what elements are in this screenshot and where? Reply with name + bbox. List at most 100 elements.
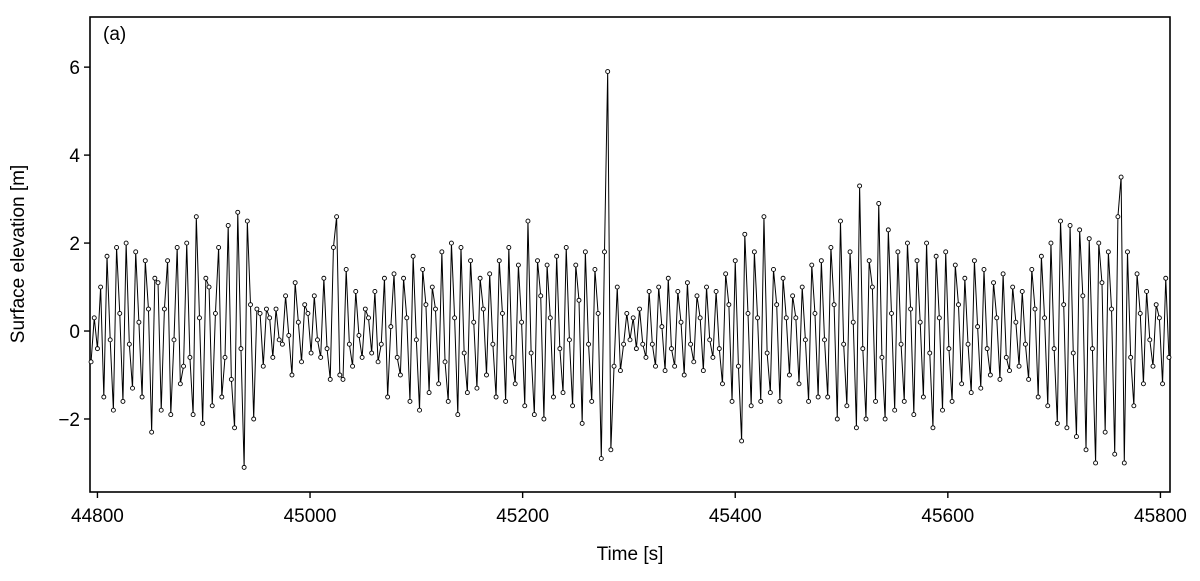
data-point	[745, 310, 751, 316]
data-point	[1010, 284, 1016, 290]
data-point	[1109, 306, 1114, 312]
data-point	[710, 354, 716, 360]
data-point	[570, 403, 576, 409]
data-point	[949, 398, 955, 404]
data-point	[605, 69, 611, 74]
data-point	[755, 315, 761, 321]
data-point	[927, 350, 933, 356]
data-point	[758, 398, 764, 404]
data-point	[146, 306, 151, 312]
data-point	[582, 249, 588, 255]
data-point	[477, 275, 483, 281]
data-point	[1067, 223, 1073, 228]
data-point	[576, 297, 582, 303]
data-point	[889, 310, 894, 316]
data-point	[697, 315, 703, 321]
data-point	[595, 310, 601, 316]
data-point	[193, 214, 199, 220]
data-point	[1035, 394, 1041, 400]
data-point	[315, 337, 320, 343]
data-point	[802, 337, 808, 343]
data-point	[1102, 429, 1108, 435]
data-point	[1074, 434, 1079, 440]
data-point	[853, 425, 859, 431]
data-point	[700, 368, 706, 374]
data-point	[235, 209, 241, 215]
data-point	[273, 306, 279, 312]
data-point	[563, 245, 569, 250]
data-point	[876, 201, 882, 206]
data-point	[656, 284, 662, 290]
data-point	[633, 346, 639, 352]
data-point	[346, 341, 352, 347]
data-point	[91, 315, 97, 321]
data-point	[362, 306, 368, 312]
data-point	[962, 275, 968, 281]
data-point	[1016, 363, 1022, 369]
data-point	[786, 372, 792, 378]
data-point	[487, 271, 493, 277]
data-point	[101, 394, 107, 400]
data-point	[464, 390, 470, 396]
data-point	[286, 332, 292, 338]
data-point	[649, 341, 655, 347]
data-point	[499, 310, 505, 316]
data-point	[669, 346, 674, 352]
data-point	[643, 354, 649, 360]
data-point	[448, 240, 454, 246]
data-point	[512, 381, 518, 387]
data-point	[337, 372, 343, 378]
data-point	[799, 284, 805, 290]
data-point	[602, 249, 607, 255]
data-point	[994, 315, 1000, 321]
data-point	[257, 310, 263, 316]
data-point	[283, 293, 289, 299]
x-tick-label: 45400	[709, 506, 762, 527]
data-point	[735, 363, 741, 369]
data-point	[879, 354, 885, 360]
data-point	[748, 403, 754, 409]
x-tick-label: 45200	[496, 506, 549, 527]
data-point	[704, 284, 709, 290]
data-point	[1032, 306, 1038, 312]
data-point	[468, 258, 474, 264]
data-point	[952, 262, 958, 268]
data-point	[1140, 381, 1146, 387]
data-point	[1070, 350, 1076, 356]
data-point	[168, 412, 174, 418]
data-point	[933, 253, 939, 259]
data-point	[1051, 346, 1057, 352]
data-point	[404, 315, 410, 321]
x-tick-label: 44800	[71, 506, 124, 527]
data-point	[739, 438, 745, 444]
data-point	[783, 315, 789, 321]
data-point	[761, 214, 767, 220]
data-point	[1042, 315, 1048, 321]
data-point	[397, 372, 403, 378]
data-point	[330, 245, 336, 250]
data-point	[133, 249, 139, 255]
data-point	[1054, 420, 1060, 426]
data-point	[267, 315, 273, 321]
data-point	[675, 288, 681, 294]
data-point	[1048, 240, 1054, 246]
data-point	[174, 245, 180, 250]
data-point	[474, 385, 480, 391]
data-point	[353, 288, 359, 294]
data-point	[225, 223, 231, 228]
data-point	[165, 258, 171, 264]
data-point	[640, 341, 646, 347]
data-point	[407, 398, 413, 404]
data-point	[181, 363, 186, 369]
data-point	[455, 412, 461, 418]
data-point	[678, 319, 684, 325]
data-point	[142, 258, 148, 264]
data-point	[598, 456, 604, 462]
data-point	[684, 280, 690, 286]
data-point	[525, 218, 531, 224]
data-point	[98, 284, 104, 290]
data-point	[340, 376, 346, 382]
data-point	[793, 315, 799, 321]
